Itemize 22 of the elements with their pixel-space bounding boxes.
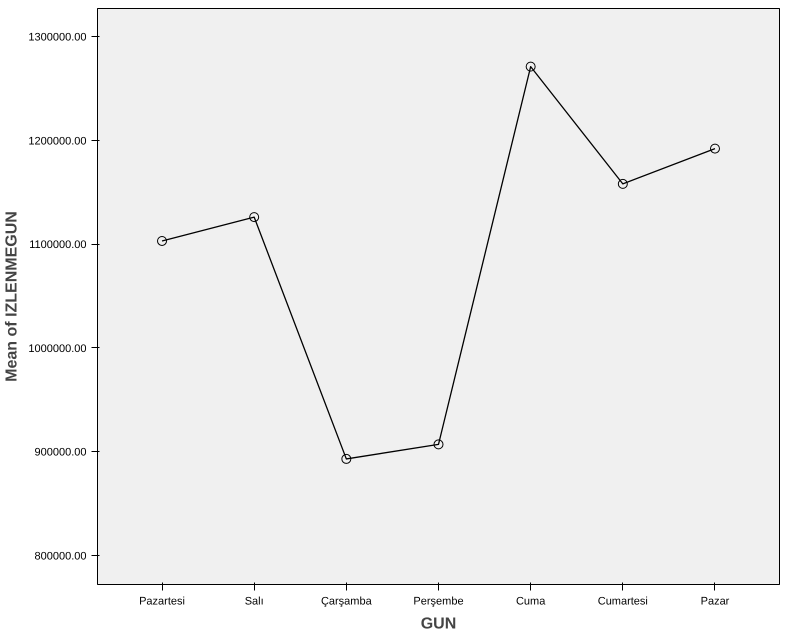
x-tick-label: Cuma <box>516 596 546 608</box>
y-tick-label: 1300000.00 <box>28 32 87 44</box>
x-tick-label: Perşembe <box>413 596 464 608</box>
x-axis-title: GUN <box>420 616 456 632</box>
y-tick-label: 1000000.00 <box>28 342 87 355</box>
y-axis-title: Mean of IZLENMEGUN <box>3 211 20 382</box>
point <box>710 144 720 154</box>
point <box>249 212 260 222</box>
x-tick-label: Cumartesi <box>598 596 648 608</box>
point <box>157 236 168 246</box>
point <box>618 178 628 189</box>
y-tick-label: 800000.00 <box>34 550 86 562</box>
x-tick-label: Çarşamba <box>320 596 373 608</box>
x-tick-label: Pazar <box>700 596 730 608</box>
y-tick-label: 1200000.00 <box>28 135 87 148</box>
point <box>434 439 444 450</box>
y-tick-label: 1100000.00 <box>29 239 87 252</box>
x-tick-label: Pazartesi <box>139 596 185 608</box>
point <box>341 454 352 464</box>
point <box>526 62 536 72</box>
y-tick-label: 900000.00 <box>34 446 86 459</box>
x-tick-label: Salı <box>244 596 264 608</box>
